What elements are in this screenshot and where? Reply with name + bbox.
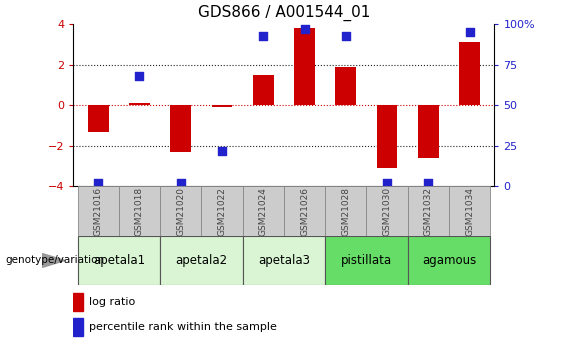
Text: log ratio: log ratio [89,297,136,307]
Point [465,29,474,35]
Text: GSM21022: GSM21022 [218,187,227,236]
Bar [171,105,191,152]
Point [218,148,227,154]
Bar [129,103,150,105]
Bar [119,186,160,236]
Text: GSM21034: GSM21034 [465,187,474,236]
Point [94,180,103,186]
Bar [73,318,82,336]
Bar [73,293,82,310]
Text: apetala3: apetala3 [258,254,310,267]
Bar [77,186,119,236]
Text: GSM21016: GSM21016 [94,187,103,236]
Point [383,180,392,186]
Bar [201,186,242,236]
Bar [242,236,325,285]
Title: GDS866 / A001544_01: GDS866 / A001544_01 [198,5,370,21]
Text: agamous: agamous [422,254,476,267]
Point [135,73,144,79]
Text: GSM21018: GSM21018 [135,187,144,236]
Text: GSM21032: GSM21032 [424,187,433,236]
Point [259,33,268,38]
Bar [459,42,480,105]
Bar [325,186,367,236]
Text: percentile rank within the sample: percentile rank within the sample [89,322,277,332]
Bar [242,186,284,236]
Bar [418,105,438,158]
Point [300,26,309,32]
Text: GSM21026: GSM21026 [300,187,309,236]
Point [424,180,433,186]
Bar [294,28,315,105]
Bar [367,186,408,236]
Bar [160,186,201,236]
Bar [212,105,232,107]
Text: pistillata: pistillata [341,254,392,267]
Bar [284,186,325,236]
Bar [88,105,108,131]
Text: GSM21028: GSM21028 [341,187,350,236]
Text: apetala1: apetala1 [93,254,145,267]
Point [341,33,350,38]
Bar [160,236,242,285]
Text: GSM21030: GSM21030 [383,187,392,236]
Text: genotype/variation: genotype/variation [6,256,105,265]
Text: apetala2: apetala2 [175,254,228,267]
Bar [377,105,397,168]
Bar [408,236,490,285]
Point [176,180,185,186]
Bar [253,75,273,105]
Text: GSM21024: GSM21024 [259,187,268,236]
Bar [77,236,160,285]
Text: GSM21020: GSM21020 [176,187,185,236]
Bar [449,186,490,236]
Bar [408,186,449,236]
Polygon shape [42,254,65,267]
Bar [325,236,408,285]
Bar [336,67,356,105]
